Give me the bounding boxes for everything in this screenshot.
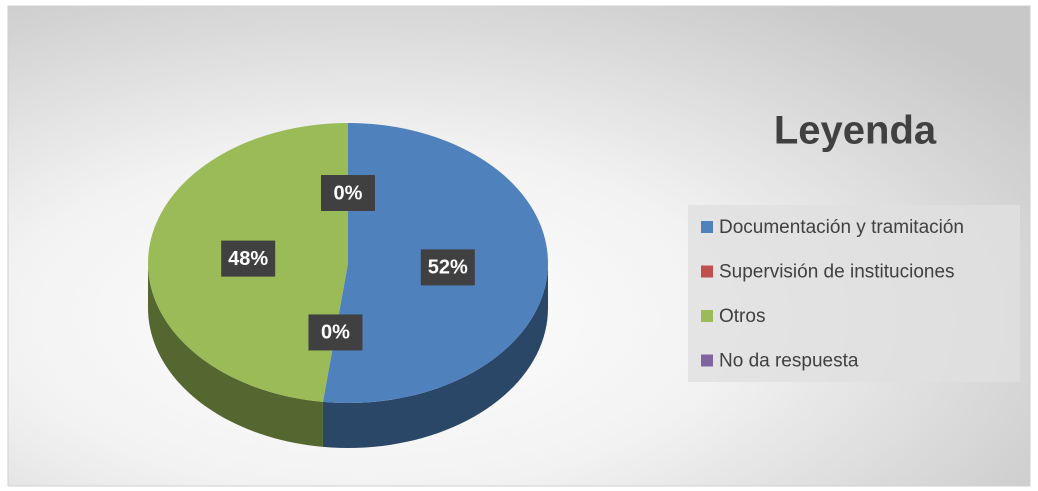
legend-box xyxy=(688,205,1020,382)
legend-swatch xyxy=(701,310,713,322)
legend-label: Documentación y tramitación xyxy=(719,217,964,238)
data-label-box xyxy=(321,175,375,211)
legend-label: Supervisión de instituciones xyxy=(719,262,955,283)
legend-swatch xyxy=(701,354,713,367)
legend-swatch xyxy=(701,265,713,278)
data-label-box xyxy=(420,249,475,286)
slice-side xyxy=(148,263,323,447)
data-label: 0% xyxy=(321,322,350,344)
data-label: 52% xyxy=(428,257,468,279)
legend-label: No da respuesta xyxy=(719,351,859,372)
chart-title: Leyenda xyxy=(774,109,937,153)
data-label: 0% xyxy=(334,182,363,204)
legend-swatch xyxy=(701,221,713,233)
legend-label: Otros xyxy=(719,306,765,327)
data-label-box xyxy=(308,314,363,351)
data-label: 48% xyxy=(228,248,268,270)
data-label-box xyxy=(221,240,276,277)
slice-side xyxy=(322,263,548,448)
